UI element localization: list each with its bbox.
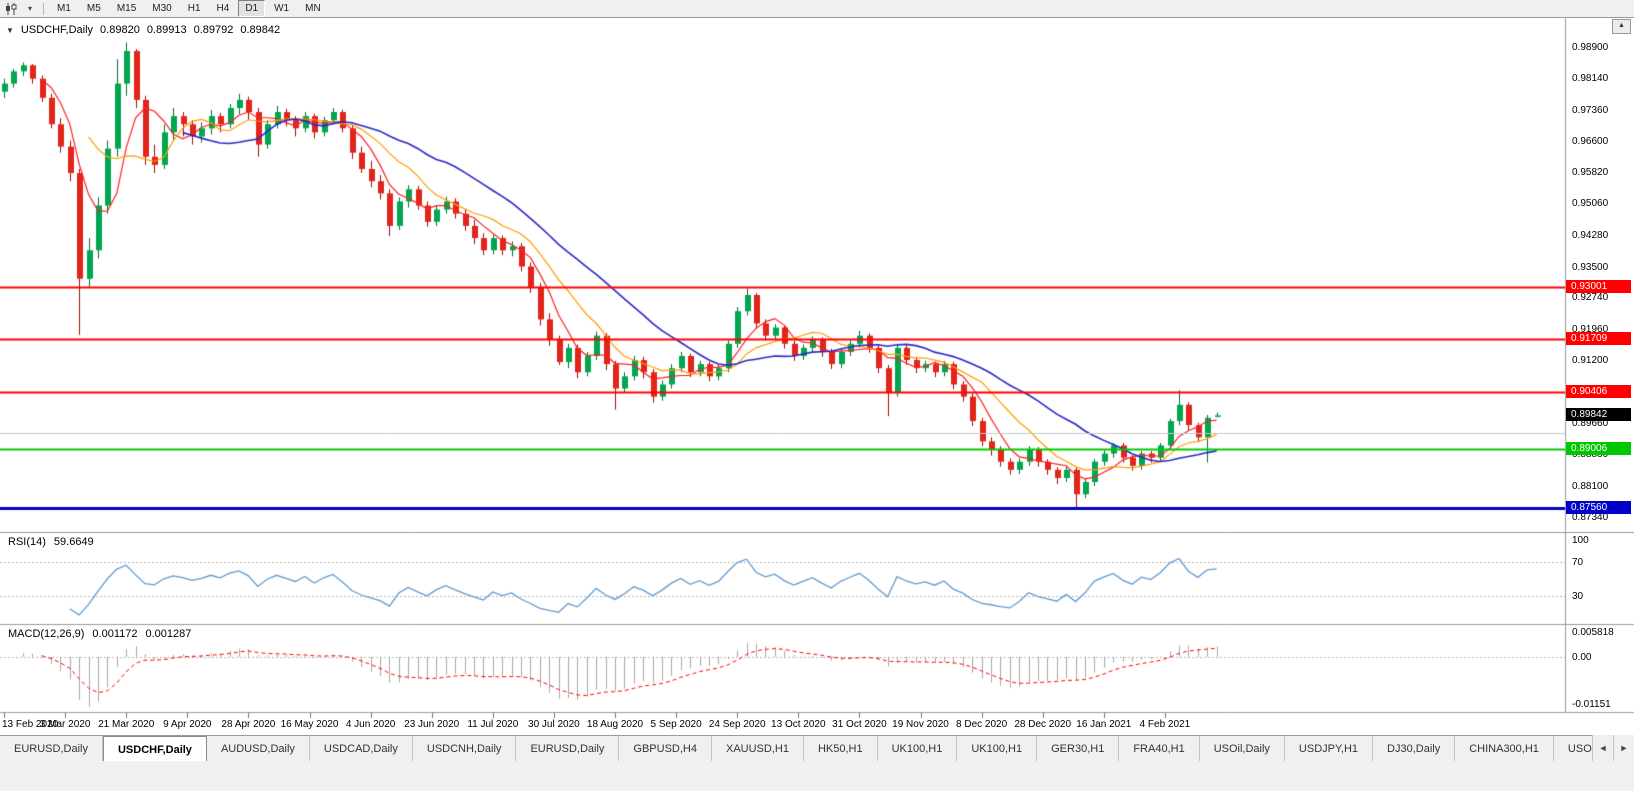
chart-tab-usdcnh-daily[interactable]: USDCNH,Daily [413, 736, 517, 762]
chart-ohlc-label: ▼ USDCHF,Daily 0.89820 0.89913 0.89792 0… [6, 24, 280, 36]
candlestick-chart-icon[interactable] [3, 2, 19, 16]
timeframe-button-h4[interactable]: H4 [216, 3, 230, 14]
timeframe-button-d1[interactable]: D1 [238, 0, 266, 17]
timeframe-button-m15[interactable]: M15 [116, 3, 137, 14]
chart-tab-bar: EURUSD,Daily USDCHF,Daily AUDUSD,Daily USDC… [0, 735, 1634, 762]
ohlc-low: 0.89792 [193, 24, 234, 36]
timeframe-button-h1[interactable]: H1 [187, 3, 201, 14]
chart-tab-usoil-daily[interactable]: USOil,Daily [1200, 736, 1285, 762]
rsi-value: 59.6649 [53, 536, 94, 548]
tab-scroll-left-button[interactable]: ◄ [1592, 735, 1613, 761]
ohlc-high: 0.89913 [146, 24, 187, 36]
timeframe-button-m30[interactable]: M30 [152, 3, 172, 14]
chart-tab-usdjpy-h1[interactable]: USDJPY,H1 [1285, 736, 1374, 762]
timeframe-button-m5[interactable]: M5 [86, 3, 101, 14]
chart-tab-eurusd-daily[interactable]: EURUSD,Daily [516, 736, 620, 762]
chart-tab-gbpusd-h4[interactable]: GBPUSD,H4 [619, 736, 712, 762]
macd-signal-value: 0.001287 [145, 628, 192, 640]
caret-glyph: ▾ [27, 4, 32, 13]
rsi-title: RSI(14) [8, 536, 46, 548]
tab-scroll-right-button[interactable]: ► [1613, 735, 1634, 761]
macd-main-value: 0.001172 [92, 628, 138, 640]
chart-tab-ger30-h1[interactable]: GER30,H1 [1037, 736, 1120, 762]
scroll-up-button[interactable]: ▲ [1612, 19, 1631, 34]
chart-tab-fra40-h1[interactable]: FRA40,H1 [1119, 736, 1200, 762]
macd-label: MACD(12,26,9) 0.001172 0.001287 [8, 628, 191, 640]
rsi-label: RSI(14) 59.6649 [8, 536, 94, 548]
chart-tab-dj30-daily[interactable]: DJ30,Daily [1373, 736, 1456, 762]
tab-scroll-arrows: ◄ ► [1592, 735, 1634, 761]
chart-tab-uk100-h1[interactable]: UK100,H1 [957, 736, 1038, 762]
timeframe-button-w1[interactable]: W1 [274, 3, 290, 14]
symbol-name: USDCHF,Daily [20, 24, 94, 36]
chart-tab-audusd-daily[interactable]: AUDUSD,Daily [207, 736, 310, 762]
chart-tab-uk100-h1[interactable]: UK100,H1 [878, 736, 958, 762]
toolbar-separator [43, 2, 44, 15]
chart-tab-usdchf-daily[interactable]: USDCHF,Daily [102, 736, 207, 762]
chart-tab-china300-h1[interactable]: CHINA300,H1 [1455, 736, 1554, 762]
macd-title: MACD(12,26,9) [8, 628, 85, 640]
ohlc-open: 0.89820 [100, 24, 140, 36]
chart-dropdown-caret-icon[interactable]: ▾ [22, 2, 38, 16]
window-bottom-strip [0, 761, 1634, 791]
chart-tab-eurusd-daily[interactable]: EURUSD,Daily [0, 736, 103, 762]
chart-toolbar: ▾ M1 M5 M15 M30 H1 H4 D1 W1 MN [0, 0, 1634, 18]
timeframe-button-m1[interactable]: M1 [57, 3, 71, 14]
timeframe-button-group: M1 M5 M15 M30 H1 H4 D1 W1 MN [49, 0, 329, 17]
chart-tab-usdcad-daily[interactable]: USDCAD,Daily [310, 736, 413, 762]
ohlc-close: 0.89842 [240, 24, 281, 36]
symbol-dropdown-icon[interactable]: ▼ [6, 25, 14, 35]
chart-tab-hk50-h1[interactable]: HK50,H1 [804, 736, 878, 762]
timeframe-button-mn[interactable]: MN [305, 3, 321, 14]
chart-tab-xauusd-h1[interactable]: XAUUSD,H1 [712, 736, 804, 762]
